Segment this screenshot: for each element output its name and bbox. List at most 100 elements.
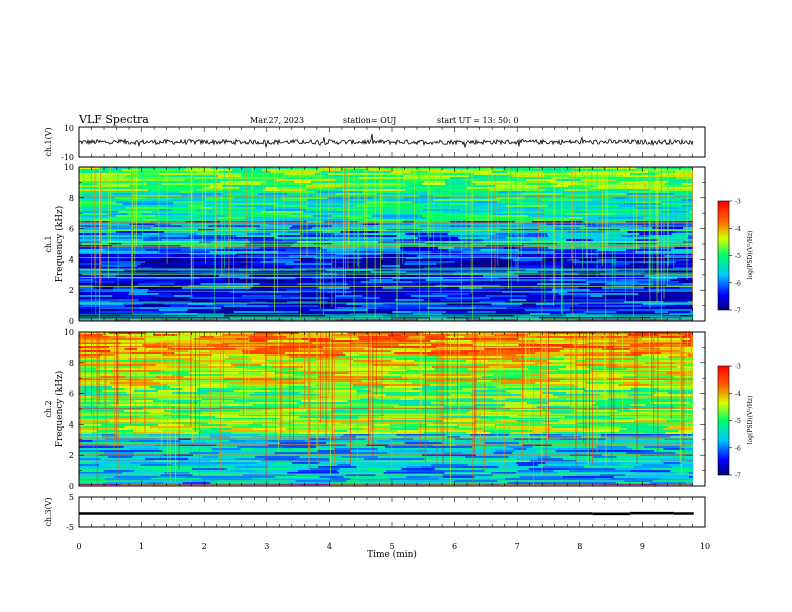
spectrogram-cell [303,253,318,256]
spectrogram-cell [588,428,627,431]
spectrogram-cell [189,372,240,375]
spectrogram-cell [490,432,510,435]
spectrogram-cell [151,470,197,473]
spectrogram-cell [391,442,405,445]
spectrogram-cell [360,303,384,306]
spectrogram-cell [92,462,131,465]
spectrogram-cell [272,366,303,369]
spectrogram-cell [236,253,263,256]
spectrogram-cell [370,430,397,433]
spectrogram-cell [459,299,494,302]
spectrogram-cell [597,259,617,262]
spectrogram-cell [640,247,653,250]
spectrogram-cell [616,456,640,459]
spectrogram-cell [332,408,353,411]
spectrogram-cell [382,267,425,270]
spectrogram-cell [210,446,237,449]
spectrogram-cell [148,289,187,292]
spectrogram-cell [362,233,406,236]
spectrogram-cell [665,183,682,186]
spectrogram-cell [361,428,391,431]
spectrogram-cell [624,203,661,206]
spectrogram-cell [226,279,243,282]
spectrogram-cell [445,297,490,300]
spectrogram-cell [476,235,510,238]
spectrogram-cell [213,207,257,210]
spectrogram-cell [287,394,303,397]
spectrogram-cell [79,404,110,407]
spectrogram-cell [263,221,308,224]
spectrogram-cell [162,436,211,439]
spectrogram-cell [79,414,119,417]
spectrogram-cell [207,219,245,222]
spectrogram-cell [630,470,671,473]
spectrogram-cell [602,201,634,204]
spectrogram-cell [469,175,513,178]
spectrogram-cell [455,438,474,441]
spectrogram-cell [414,315,433,318]
spectrogram-cell [334,430,347,433]
spectrogram-cell [473,358,519,361]
spectrogram-cell [327,173,368,176]
spectrogram-cell [648,175,693,178]
spectrogram-cell [332,277,374,280]
spectrogram-cell [175,281,213,284]
spectrogram-cell [373,374,423,377]
spectrogram-cell [366,201,413,204]
spectrogram-cell [416,472,445,475]
spectrogram-cell [346,446,386,449]
spectrogram-cell [627,197,674,200]
spectrogram-cell [578,287,602,290]
spectrogram-cell [325,175,348,178]
spectrogram-cell [123,410,165,413]
spectrogram-cell [128,358,155,361]
spectrogram-cell [577,209,630,212]
spectrogram-cell [353,376,381,379]
spectrogram-cell [526,211,575,214]
spectrogram-cell [178,368,210,371]
spectrogram-cell [391,356,441,359]
spectrogram-cell [220,430,269,433]
spectrogram-cell [402,221,415,224]
spectrogram-cell [107,444,136,447]
spectrogram-cell [365,438,391,441]
spectrogram-cell [235,307,274,310]
spectrogram-cell [288,273,322,276]
spectrogram-cell [496,386,510,389]
spectrogram-cell [491,380,510,383]
spectrogram-cell [489,458,518,461]
spectrogram-cell [295,299,324,302]
spectrogram-cell [188,426,234,429]
spectrogram-cell [513,313,531,316]
spectrogram-cell [121,468,158,471]
spectrogram-cell [92,313,133,316]
ch1-colorbar: -3-4-5-6-7 log(PSD)(V²/Hz) [717,199,754,315]
spectrogram-cell [653,450,685,453]
spectrogram-cell [234,400,262,403]
spectrogram-cell [188,253,237,256]
spectrogram-cell [384,386,422,389]
spectrogram-cell [674,352,692,355]
spectrogram-cell [303,211,347,214]
spectrogram-cell [180,249,214,252]
spectrogram-cell [79,424,102,427]
spectrogram-cell [79,476,98,479]
spectrogram-cell [79,432,93,435]
spectrogram-cell [559,380,606,383]
spectrogram-cell [203,201,243,204]
spectrogram-cell [560,305,605,308]
spectrogram-cell [188,386,228,389]
spectrogram-cell [236,235,278,238]
spectrogram-cell [431,251,463,254]
spectrogram-cell [255,456,300,459]
spectrogram-cell [335,295,363,298]
spectrogram-cell [431,350,462,353]
spectrogram-cell [150,221,187,224]
spectrogram-cell [331,215,373,218]
spectrogram-cell [518,275,536,278]
spectrogram-cell [407,273,454,276]
spectrogram-cell [330,426,355,429]
spectrogram-cell [670,279,693,282]
spectrogram-cell [442,470,485,473]
spectrogram-cell [144,171,180,174]
